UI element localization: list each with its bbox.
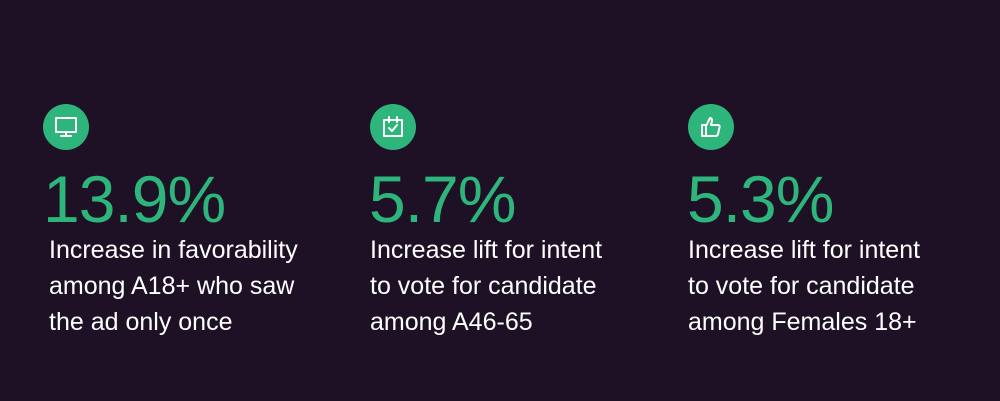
calendar-check-icon	[370, 104, 416, 150]
stat-description: Increase lift for intent to vote for can…	[370, 236, 603, 336]
stat-intent-a46-65: 5.7% Increase lift for intent to vote fo…	[369, 104, 670, 340]
stat-favorability: 13.9% Increase in favorability among A18…	[43, 104, 343, 340]
stat-value: 13.9%	[43, 162, 226, 236]
stat-value: 5.7%	[369, 162, 516, 236]
stat-intent-females: 5.3% Increase lift for intent to vote fo…	[687, 104, 988, 340]
thumbs-up-icon	[688, 104, 734, 150]
stat-description: Increase in favorability among A18+ who …	[49, 236, 298, 336]
stat-value: 5.3%	[687, 162, 834, 236]
monitor-icon	[43, 104, 89, 150]
stat-description: Increase lift for intent to vote for can…	[688, 236, 921, 336]
